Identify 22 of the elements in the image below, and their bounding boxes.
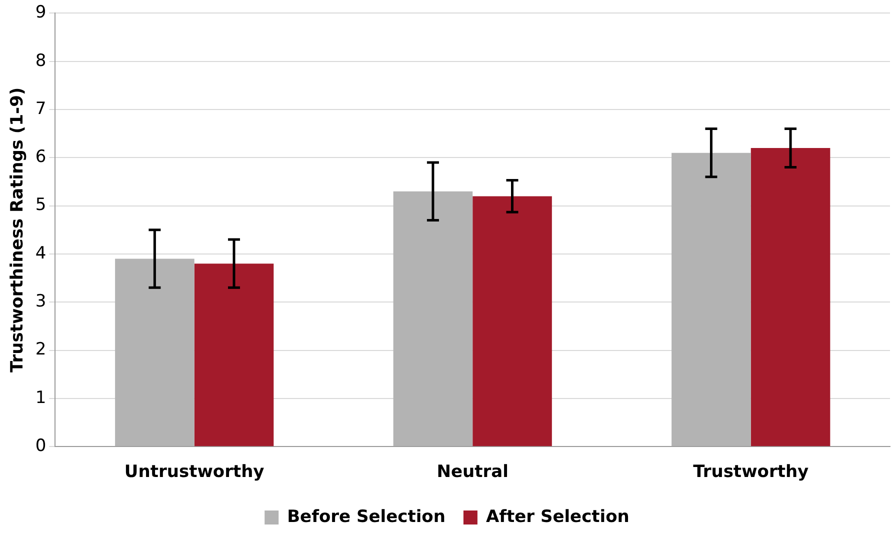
legend-label: Before Selection: [287, 506, 446, 527]
bar: [472, 196, 552, 446]
y-tick-label: 7: [35, 98, 46, 119]
y-tick-label: 4: [35, 243, 46, 264]
y-tick-label: 9: [35, 2, 46, 23]
legend-label: After Selection: [486, 506, 630, 527]
bar: [393, 191, 473, 446]
bar: [115, 258, 194, 446]
y-tick-label: 1: [35, 388, 46, 408]
x-tick-label: Neutral: [436, 462, 508, 482]
y-tick-label: 2: [35, 340, 46, 360]
y-tick-label: 5: [35, 195, 46, 216]
y-axis-title: Trustworthiness Ratings (1-9): [8, 87, 28, 372]
bar: [750, 148, 830, 446]
y-tick-label: 8: [35, 50, 46, 71]
y-tick-label: 0: [35, 436, 46, 456]
x-tick-label: Untrustworthy: [124, 462, 264, 482]
bar: [672, 152, 751, 446]
y-tick-label: 3: [35, 292, 46, 312]
y-tick-label: 6: [35, 147, 46, 168]
x-tick-label: Trustworthy: [693, 462, 809, 482]
bar: [194, 264, 274, 446]
